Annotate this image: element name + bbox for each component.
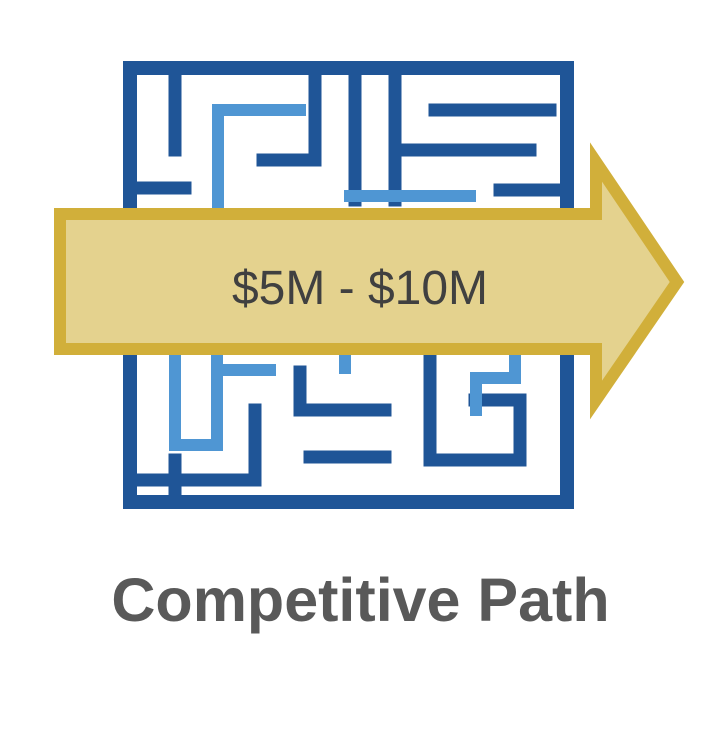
competitive-path-graphic: $5M - $10M xyxy=(54,61,685,509)
caption-title: Competitive Path xyxy=(111,566,610,634)
arrow-label: $5M - $10M xyxy=(232,262,488,315)
right-arrow-icon xyxy=(54,142,685,420)
maze-icon xyxy=(123,61,574,509)
